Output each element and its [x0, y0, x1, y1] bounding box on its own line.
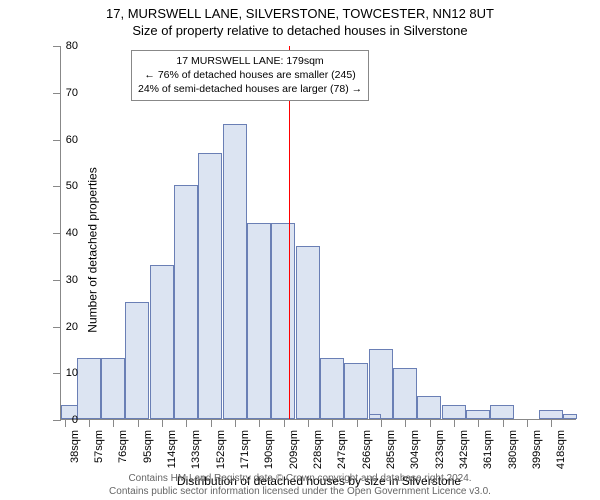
- y-tick-label: 20: [54, 321, 78, 333]
- chart-title-line2: Size of property relative to detached ho…: [0, 21, 600, 38]
- x-tick: [405, 419, 406, 427]
- annotation-box: 17 MURSWELL LANE: 179sqm← 76% of detache…: [131, 50, 369, 101]
- x-tick-label: 38sqm: [69, 430, 81, 476]
- x-tick-label: 342sqm: [458, 430, 470, 476]
- histogram-bar: [466, 410, 490, 419]
- histogram-bar: [393, 368, 417, 419]
- x-tick: [478, 419, 479, 427]
- y-tick-label: 60: [54, 134, 78, 146]
- histogram-bar: [223, 124, 247, 419]
- footer-line1: Contains HM Land Registry data © Crown c…: [0, 473, 600, 486]
- histogram-bar: [77, 358, 101, 419]
- histogram-bar: [174, 185, 198, 419]
- x-tick-label: 190sqm: [263, 430, 275, 476]
- histogram-bar: [369, 414, 381, 419]
- histogram-bar: [417, 396, 441, 419]
- x-tick-label: 95sqm: [142, 430, 154, 476]
- x-tick-label: 285sqm: [385, 430, 397, 476]
- histogram-bar: [442, 405, 466, 419]
- x-tick: [430, 419, 431, 427]
- x-tick-label: 152sqm: [215, 430, 227, 476]
- x-tick: [186, 419, 187, 427]
- x-tick: [357, 419, 358, 427]
- x-tick: [527, 419, 528, 427]
- histogram-bar: [271, 223, 295, 419]
- x-tick: [113, 419, 114, 427]
- histogram-bar: [150, 265, 174, 419]
- histogram-bar: [369, 349, 393, 419]
- x-tick-label: 76sqm: [117, 430, 129, 476]
- x-tick: [138, 419, 139, 427]
- x-tick: [381, 419, 382, 427]
- annotation-line: 24% of semi-detached houses are larger (…: [138, 82, 362, 96]
- x-tick: [332, 419, 333, 427]
- x-tick: [308, 419, 309, 427]
- x-tick: [89, 419, 90, 427]
- plot-area: 38sqm57sqm76sqm95sqm114sqm133sqm152sqm17…: [60, 46, 576, 420]
- x-tick: [284, 419, 285, 427]
- x-tick: [162, 419, 163, 427]
- histogram-bar: [563, 414, 577, 419]
- y-tick-label: 30: [54, 274, 78, 286]
- x-tick-label: 361sqm: [482, 430, 494, 476]
- footer-line2: Contains public sector information licen…: [0, 486, 600, 499]
- annotation-line: ← 76% of detached houses are smaller (24…: [138, 68, 362, 82]
- x-tick-label: 57sqm: [93, 430, 105, 476]
- x-tick: [211, 419, 212, 427]
- x-tick-label: 266sqm: [361, 430, 373, 476]
- x-tick-label: 323sqm: [434, 430, 446, 476]
- x-tick: [454, 419, 455, 427]
- y-tick-label: 50: [54, 180, 78, 192]
- copyright-footer: Contains HM Land Registry data © Crown c…: [0, 473, 600, 498]
- x-tick-label: 399sqm: [531, 430, 543, 476]
- x-tick: [503, 419, 504, 427]
- histogram-bar: [490, 405, 514, 419]
- x-tick: [551, 419, 552, 427]
- y-tick-label: 0: [54, 414, 78, 426]
- histogram-chart: 38sqm57sqm76sqm95sqm114sqm133sqm152sqm17…: [60, 46, 576, 420]
- y-tick-label: 70: [54, 87, 78, 99]
- x-tick-label: 114sqm: [166, 430, 178, 476]
- x-tick-label: 380sqm: [507, 430, 519, 476]
- x-tick-label: 418sqm: [555, 430, 567, 476]
- histogram-bar: [247, 223, 271, 419]
- histogram-bar: [101, 358, 125, 419]
- y-tick-label: 40: [54, 227, 78, 239]
- histogram-bar: [125, 302, 149, 419]
- histogram-bar: [344, 363, 368, 419]
- histogram-bar: [296, 246, 320, 419]
- x-tick: [235, 419, 236, 427]
- x-tick-label: 304sqm: [409, 430, 421, 476]
- x-tick-label: 171sqm: [239, 430, 251, 476]
- histogram-bar: [539, 410, 563, 419]
- x-tick-label: 228sqm: [312, 430, 324, 476]
- x-tick-label: 209sqm: [288, 430, 300, 476]
- reference-line: [289, 46, 290, 419]
- x-tick: [259, 419, 260, 427]
- y-tick-label: 80: [54, 40, 78, 52]
- y-tick-label: 10: [54, 367, 78, 379]
- annotation-line: 17 MURSWELL LANE: 179sqm: [138, 54, 362, 68]
- histogram-bar: [320, 358, 344, 419]
- histogram-bar: [198, 153, 222, 419]
- x-tick-label: 133sqm: [190, 430, 202, 476]
- chart-title-line1: 17, MURSWELL LANE, SILVERSTONE, TOWCESTE…: [0, 0, 600, 21]
- x-tick-label: 247sqm: [336, 430, 348, 476]
